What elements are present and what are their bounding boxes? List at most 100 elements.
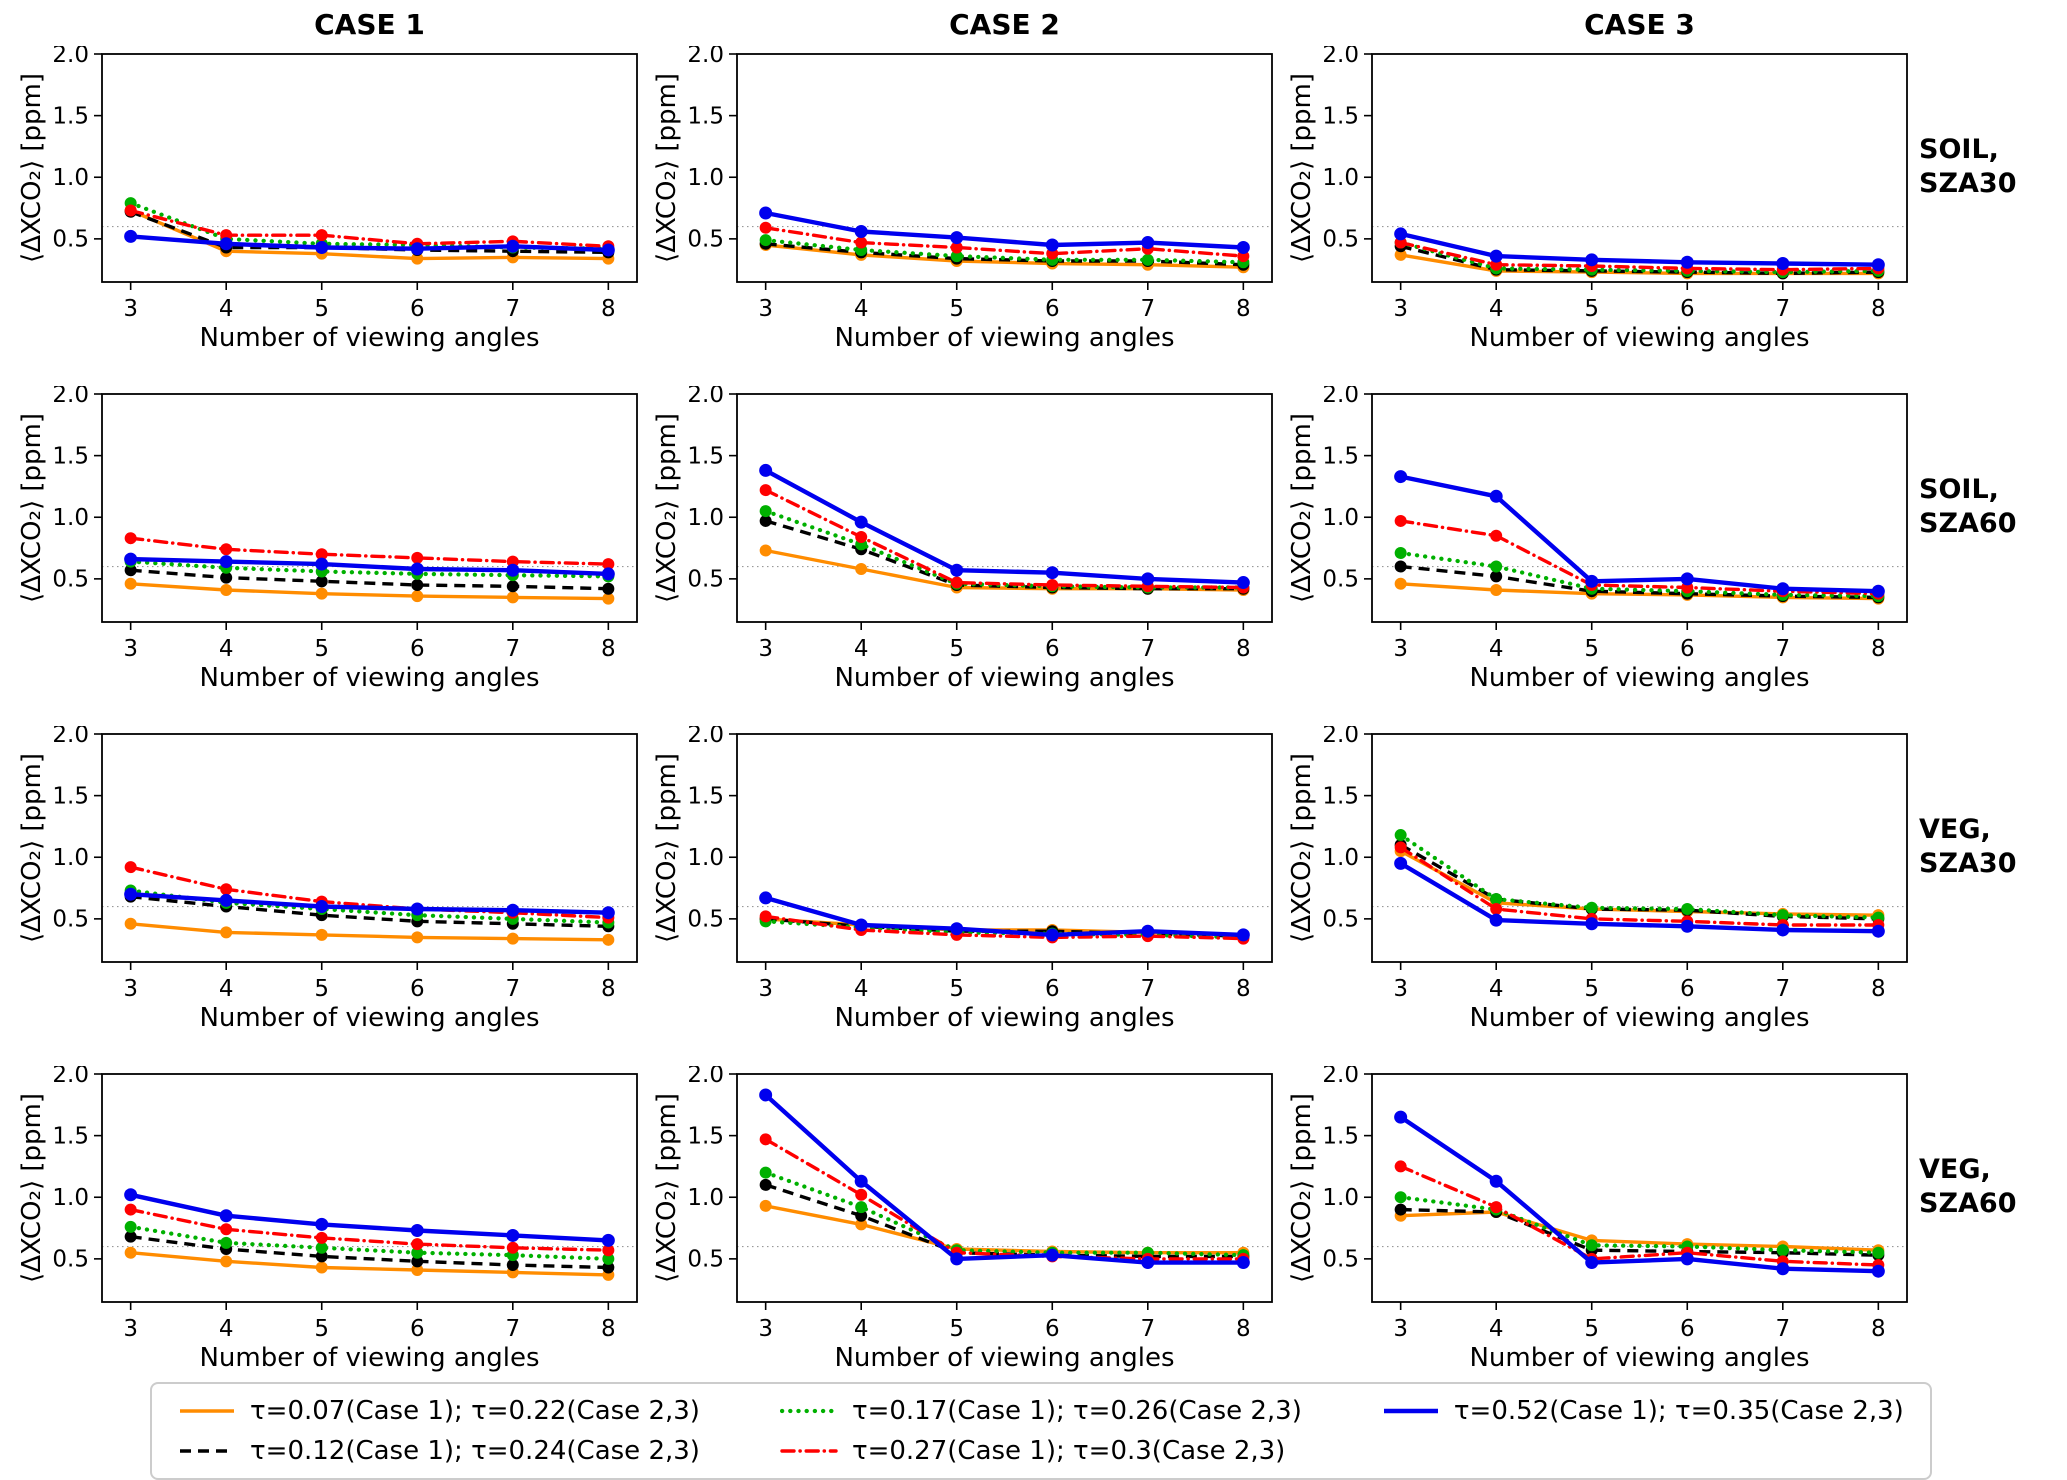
svg-text:6: 6 — [1680, 976, 1695, 1002]
y-axis-label: ⟨ΔXCO₂⟩ [ppm] — [1287, 413, 1317, 603]
y-axis-ticks: 0.5 1.0 1.5 2.0 — [52, 46, 102, 253]
series-1 — [124, 205, 615, 259]
svg-text:3: 3 — [1393, 976, 1408, 1002]
y-axis-label: ⟨ΔXCO₂⟩ [ppm] — [652, 1093, 682, 1283]
legend-line-sample-blue — [1383, 1408, 1438, 1414]
y-axis-label: ⟨ΔXCO₂⟩ [ppm] — [17, 413, 47, 603]
x-axis-ticks: 3 4 5 6 7 8 — [123, 1302, 616, 1342]
svg-text:7: 7 — [1140, 296, 1155, 322]
legend-label: τ=0.12(Case 1); τ=0.24(Case 2,3) — [250, 1436, 700, 1466]
x-axis-label: Number of viewing angles — [834, 1343, 1174, 1372]
x-axis-ticks: 3 4 5 6 7 8 — [123, 622, 616, 662]
series-3 — [124, 861, 615, 924]
svg-text:2.0: 2.0 — [52, 386, 89, 408]
chart-soil-sza30-case2: 0.5 1.0 1.5 2.0 3 4 5 6 7 8 Number of viewing angl… — [652, 46, 1273, 352]
svg-text:3: 3 — [1393, 1316, 1408, 1342]
panel-veg-sza30-case1: 0.5 1.0 1.5 2.0 3 4 5 6 7 8 Number of viewing angl… — [14, 692, 649, 1032]
svg-text:7: 7 — [1140, 976, 1155, 1002]
y-axis-ticks: 0.5 1.0 1.5 2.0 — [52, 1066, 102, 1273]
svg-text:2.0: 2.0 — [1322, 1066, 1359, 1088]
column-title-case2: CASE 2 — [949, 8, 1060, 41]
y-axis-label: ⟨ΔXCO₂⟩ [ppm] — [17, 1093, 47, 1283]
svg-text:1.0: 1.0 — [687, 505, 724, 531]
svg-text:3: 3 — [758, 296, 773, 322]
y-axis-ticks: 0.5 1.0 1.5 2.0 — [1322, 46, 1372, 253]
svg-text:5: 5 — [1584, 636, 1599, 662]
svg-text:4: 4 — [1489, 1316, 1504, 1342]
legend-label: τ=0.27(Case 1); τ=0.3(Case 2,3) — [851, 1436, 1286, 1466]
x-axis-label: Number of viewing angles — [199, 323, 539, 352]
svg-text:0.5: 0.5 — [1322, 907, 1359, 933]
svg-text:4: 4 — [219, 1316, 234, 1342]
plot-border — [101, 393, 638, 623]
legend-label: τ=0.52(Case 1); τ=0.35(Case 2,3) — [1453, 1396, 1904, 1426]
series-4 — [124, 229, 615, 257]
svg-text:4: 4 — [854, 296, 869, 322]
svg-text:7: 7 — [1140, 1316, 1155, 1342]
series-4 — [1394, 1110, 1885, 1278]
x-axis-label: Number of viewing angles — [1469, 1003, 1809, 1032]
svg-text:0.5: 0.5 — [52, 567, 89, 593]
plot-border — [736, 733, 1273, 963]
series-4 — [124, 1188, 615, 1247]
svg-text:3: 3 — [758, 976, 773, 1002]
x-axis-ticks: 3 4 5 6 7 8 — [758, 962, 1251, 1002]
series-4 — [1394, 856, 1885, 938]
svg-text:1.0: 1.0 — [1322, 845, 1359, 871]
svg-text:1.5: 1.5 — [52, 443, 89, 469]
x-axis-label: Number of viewing angles — [199, 1343, 539, 1372]
svg-text:5: 5 — [1584, 1316, 1599, 1342]
y-axis-ticks: 0.5 1.0 1.5 2.0 — [52, 386, 102, 593]
x-axis-label: Number of viewing angles — [834, 663, 1174, 692]
plot-border — [736, 53, 1273, 283]
series-0 — [124, 1246, 615, 1281]
svg-text:2.0: 2.0 — [52, 726, 89, 748]
series-2 — [1394, 1191, 1885, 1259]
chart-veg-sza60-case1: 0.5 1.0 1.5 2.0 3 4 5 6 7 8 Number of viewing angl… — [17, 1066, 638, 1372]
legend-item-tau-orange: τ=0.07(Case 1); τ=0.22(Case 2,3) — [178, 1396, 700, 1426]
svg-text:1.5: 1.5 — [687, 443, 724, 469]
series-2 — [1394, 829, 1885, 924]
panel-veg-sza30-case3: 0.5 1.0 1.5 2.0 3 4 5 6 7 8 Number of viewing angl… — [1284, 692, 1919, 1032]
svg-text:7: 7 — [1775, 1316, 1790, 1342]
y-axis-label: ⟨ΔXCO₂⟩ [ppm] — [1287, 73, 1317, 263]
svg-text:1.0: 1.0 — [687, 1185, 724, 1211]
series-1 — [124, 564, 615, 595]
svg-text:1.5: 1.5 — [1322, 1123, 1359, 1149]
svg-text:3: 3 — [1393, 296, 1408, 322]
series-3 — [124, 532, 615, 571]
svg-text:3: 3 — [758, 1316, 773, 1342]
plot-border — [1371, 393, 1908, 623]
svg-text:1.0: 1.0 — [52, 505, 89, 531]
legend-line-sample-black — [180, 1449, 234, 1453]
svg-text:8: 8 — [1871, 1316, 1886, 1342]
svg-text:8: 8 — [1871, 976, 1886, 1002]
svg-text:3: 3 — [1393, 636, 1408, 662]
svg-text:8: 8 — [1236, 296, 1251, 322]
svg-text:4: 4 — [219, 636, 234, 662]
x-axis-ticks: 3 4 5 6 7 8 — [758, 622, 1251, 662]
svg-text:1.0: 1.0 — [1322, 505, 1359, 531]
svg-text:3: 3 — [123, 636, 138, 662]
y-axis-ticks: 0.5 1.0 1.5 2.0 — [1322, 386, 1372, 593]
x-axis-ticks: 3 4 5 6 7 8 — [758, 282, 1251, 322]
panel-soil-sza60-case2: 0.5 1.0 1.5 2.0 3 4 5 6 7 8 Number of viewing angl… — [649, 352, 1284, 692]
svg-text:1.5: 1.5 — [1322, 783, 1359, 809]
x-axis-ticks: 3 4 5 6 7 8 — [1393, 1302, 1886, 1342]
svg-text:1.0: 1.0 — [1322, 165, 1359, 191]
x-axis-label: Number of viewing angles — [199, 1003, 539, 1032]
chart-soil-sza60-case3: 0.5 1.0 1.5 2.0 3 4 5 6 7 8 Number of viewing angl… — [1287, 386, 1908, 692]
x-axis-label: Number of viewing angles — [1469, 663, 1809, 692]
y-axis-label: ⟨ΔXCO₂⟩ [ppm] — [652, 413, 682, 603]
chart-soil-sza30-case3: 0.5 1.0 1.5 2.0 3 4 5 6 7 8 Number of viewing angl… — [1287, 46, 1908, 352]
x-axis-ticks: 3 4 5 6 7 8 — [1393, 622, 1886, 662]
plot-border — [1371, 1073, 1908, 1303]
panel-veg-sza60-case1: 0.5 1.0 1.5 2.0 3 4 5 6 7 8 Number of viewing angl… — [14, 1032, 649, 1372]
figure-grid: CASE 1 0.5 1.0 1.5 2.0 3 4 5 6 7 8 Number of viewi… — [14, 8, 2017, 1372]
x-axis-label: Number of viewing angles — [1469, 323, 1809, 352]
y-axis-ticks: 0.5 1.0 1.5 2.0 — [1322, 1066, 1372, 1273]
svg-text:8: 8 — [1871, 636, 1886, 662]
y-axis-label: ⟨ΔXCO₂⟩ [ppm] — [17, 73, 47, 263]
svg-text:7: 7 — [1775, 976, 1790, 1002]
svg-text:2.0: 2.0 — [52, 1066, 89, 1088]
